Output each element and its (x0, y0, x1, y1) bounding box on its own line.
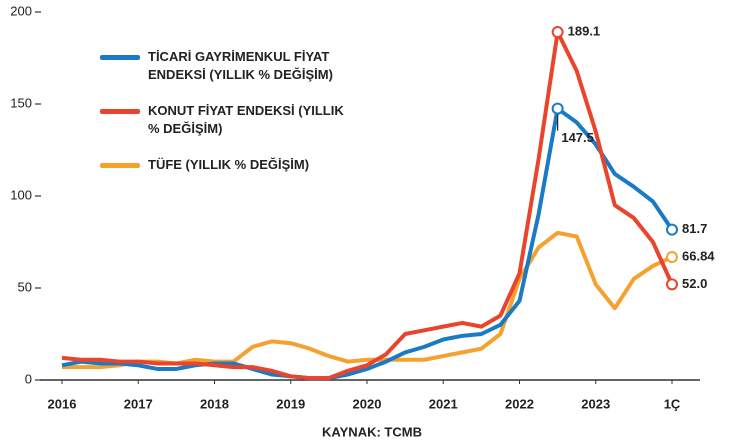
data-label: 66.84 (682, 248, 715, 263)
legend-label: KONUT FİYAT ENDEKSİ (YILLIK % DEĞİŞİM) (148, 103, 344, 136)
x-tick-label: 2017 (124, 396, 153, 411)
y-tick-label: 150 (10, 95, 32, 110)
data-label: 52.0 (682, 276, 707, 291)
y-tick-label: 0 (25, 371, 32, 386)
data-label: 189.1 (568, 23, 601, 38)
data-label: 147.5 (561, 130, 594, 145)
point-marker (551, 102, 564, 115)
x-tick-label: 2019 (276, 396, 305, 411)
point-marker (666, 223, 678, 236)
series-line (61, 30, 674, 381)
legend-label: TÜFE (YILLIK % DEĞİŞİM) (148, 157, 310, 172)
x-tick-label: 2022 (505, 396, 534, 411)
point-marker (551, 26, 564, 39)
legend-item: KONUT FİYAT ENDEKSİ (YILLIK % DEĞİŞİM) (100, 102, 360, 138)
legend-label: TİCARİ GAYRİMENKUL FİYAT ENDEKSİ (YILLIK… (148, 49, 333, 82)
y-tick-label: 50 (18, 279, 32, 294)
y-tick-label: 200 (10, 3, 32, 18)
legend: TİCARİ GAYRİMENKUL FİYAT ENDEKSİ (YILLIK… (100, 48, 360, 192)
point-marker (666, 278, 678, 291)
x-tick-label: 2021 (429, 396, 458, 411)
x-tick-label: 1Ç (664, 396, 681, 411)
x-tick-label: 2020 (353, 396, 382, 411)
data-label: 81.7 (682, 221, 707, 236)
x-tick-label: 2018 (200, 396, 229, 411)
legend-swatch (100, 55, 140, 60)
legend-item: TİCARİ GAYRİMENKUL FİYAT ENDEKSİ (YILLIK… (100, 48, 360, 84)
legend-swatch (100, 163, 140, 168)
y-tick-label: 100 (10, 187, 32, 202)
legend-item: TÜFE (YILLIK % DEĞİŞİM) (100, 156, 360, 174)
x-tick-label: 2023 (581, 396, 610, 411)
series-line (62, 230, 673, 370)
series-line (61, 106, 674, 381)
point-marker (666, 251, 678, 264)
source: KAYNAK: TCMB (322, 424, 422, 439)
legend-swatch (100, 109, 140, 114)
x-tick-label: 2016 (48, 396, 77, 411)
